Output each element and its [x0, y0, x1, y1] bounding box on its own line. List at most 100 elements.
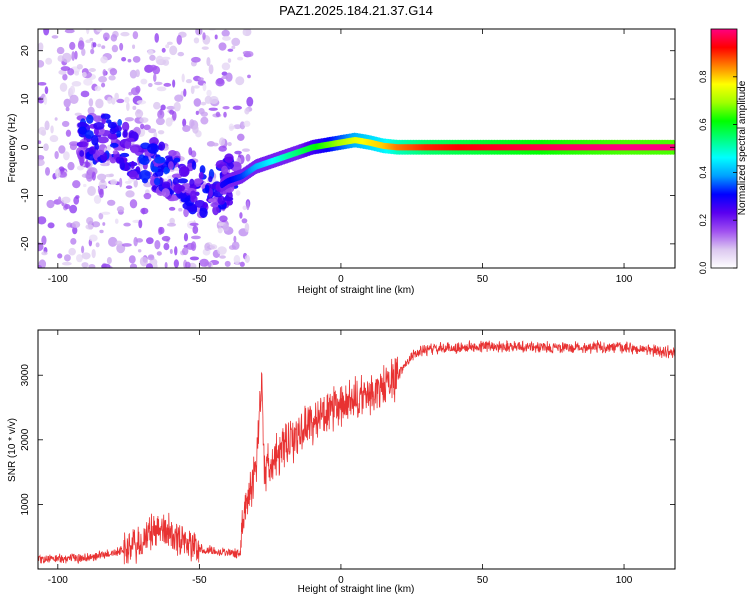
spectrogram-noise-blob	[64, 29, 75, 34]
spectrogram-noise-blob	[38, 60, 45, 68]
spectrogram-noise-blob	[65, 129, 72, 137]
spectrogram-noise-blob	[164, 261, 168, 268]
spectrogram-blob	[93, 121, 105, 130]
spectrogram-noise-blob	[81, 245, 85, 254]
spectrogram-noise-blob	[148, 83, 153, 88]
spectrogram-noise-blob	[121, 243, 132, 247]
spectrogram-noise-blob	[193, 85, 200, 89]
spectrogram-noise-blob	[195, 29, 203, 36]
spectrogram-noise-blob	[158, 226, 165, 235]
spectrogram-noise-blob	[219, 215, 228, 223]
spectrogram-noise-blob	[155, 117, 165, 126]
spectrogram-noise-blob	[87, 186, 96, 196]
spectrogram-noise-blob	[136, 109, 141, 114]
spectrogram-noise-blob	[109, 68, 118, 76]
spectrogram-noise-blob	[77, 40, 85, 50]
spectrogram-noise-blob	[155, 55, 164, 65]
spectrogram-noise-blob	[215, 111, 221, 118]
spectrogram-noise-blob	[174, 167, 180, 172]
spectrogram-noise-blob	[102, 32, 110, 41]
spectrogram-noise-blob	[163, 82, 172, 87]
spectrogram-noise-blob	[114, 218, 119, 224]
x-tick-label: -100	[48, 274, 68, 285]
spectrogram-noise-blob	[45, 167, 51, 176]
spectrogram-noise-blob	[218, 42, 227, 51]
spectrogram-noise-blob	[208, 64, 214, 75]
spectrogram-noise-blob	[184, 261, 191, 268]
colorbar-tick-label: 0.4	[698, 166, 708, 179]
spectrogram-noise-blob	[232, 105, 242, 110]
spectrogram-noise-blob	[71, 51, 75, 61]
spectrogram-noise-blob	[233, 235, 237, 243]
spectrogram-noise-blob	[227, 58, 232, 63]
spectrogram-noise-blob	[125, 190, 135, 198]
spectrogram-noise-blob	[166, 41, 173, 46]
spectrogram-noise-blob	[97, 173, 107, 181]
spectrogram-noise-blob	[237, 56, 244, 61]
spectrogram-noise-blob	[38, 140, 42, 145]
spectrogram-blob	[202, 201, 208, 209]
spectrogram-noise-blob	[102, 69, 107, 77]
spectrogram-noise-blob	[58, 69, 67, 75]
spectrogram-noise-blob	[57, 196, 62, 204]
spectrogram-noise-blob	[200, 101, 207, 106]
spectrogram-blob	[149, 175, 155, 180]
spectrogram-noise-blob	[132, 31, 139, 40]
spectrogram-noise-blob	[115, 240, 123, 246]
spectrogram-noise-blob	[222, 223, 230, 232]
spectrogram-noise-blob	[116, 98, 125, 104]
spectrogram-noise-blob	[244, 222, 250, 233]
spectrogram-noise-blob	[183, 232, 189, 242]
spectrogram-noise-blob	[204, 95, 212, 104]
spectrogram-blob	[191, 160, 197, 170]
spectrogram-noise-blob	[108, 75, 116, 81]
spectrogram-blob	[128, 170, 138, 180]
spectrogram-noise-blob	[154, 240, 161, 250]
spectrogram-noise-blob	[44, 86, 49, 95]
spectrogram-noise-blob	[209, 96, 219, 105]
colorbar-ticks: 0.0 0.2 0.4 0.6 0.8	[698, 71, 737, 274]
spectrogram-noise-blob	[143, 182, 153, 188]
spectrogram-blob	[124, 140, 132, 150]
spectrogram-noise-blob	[201, 46, 209, 50]
spectrogram-noise-blob	[69, 85, 76, 95]
spectrogram-noise-blob	[74, 112, 82, 116]
spectrogram-noise-blob	[133, 179, 138, 188]
colorbar-tick-label: 0.8	[698, 71, 708, 84]
spectrogram-noise-blob	[68, 247, 76, 256]
spectrogram-noise-blob	[165, 44, 170, 49]
spectrogram-noise-blob	[45, 57, 53, 65]
spectrogram-noise-blob	[221, 62, 231, 71]
spectrogram-noise-blob	[81, 48, 86, 56]
spectrogram-noise-blob	[221, 71, 228, 76]
spectrogram-blob	[116, 130, 122, 138]
spectrogram-noise-blob	[139, 256, 148, 267]
spectrogram-noise-blob	[64, 254, 71, 262]
spectrogram-noise-blob	[86, 217, 94, 225]
spectrogram-blob	[163, 166, 169, 175]
spectrogram-marks	[38, 29, 675, 268]
spectrogram-noise-blob	[219, 137, 226, 146]
spectrogram-blob	[84, 129, 94, 139]
spectrogram-noise-blob	[235, 190, 241, 196]
spectrogram-noise-blob	[183, 244, 188, 248]
spectrogram-blob	[204, 184, 210, 194]
spectrogram-noise-blob	[38, 264, 43, 268]
spectrogram-blob	[139, 157, 150, 166]
spectrogram-blob	[208, 198, 217, 203]
spectrogram-noise-blob	[199, 258, 209, 267]
spectrogram-noise-blob	[183, 88, 187, 97]
spectrogram-blob	[193, 178, 203, 184]
x-tick-label: 0	[338, 575, 344, 586]
spectrogram-blob	[222, 196, 234, 201]
spectrogram-noise-blob	[82, 71, 87, 78]
spectrogram-blob	[147, 143, 159, 154]
spectrogram-noise-blob	[182, 124, 191, 132]
spectrogram-noise-blob	[106, 144, 111, 151]
spectrogram-blob	[168, 150, 177, 157]
spectrogram-noise-blob	[169, 109, 175, 115]
spectrogram-noise-blob	[244, 51, 254, 58]
spectrogram-noise-blob	[192, 124, 199, 134]
spectrogram-noise-blob	[38, 242, 44, 252]
